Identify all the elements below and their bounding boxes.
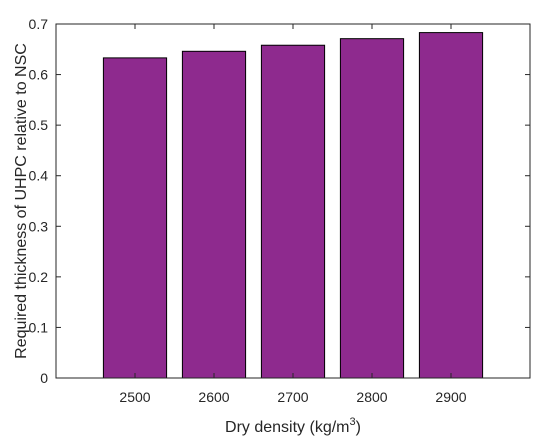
bar-2800 [339, 38, 405, 379]
x-tick-label: 2600 [198, 389, 229, 405]
bars-group [102, 32, 484, 379]
x-axis-label: Dry density (kg/m3) [225, 416, 361, 436]
x-tick-label: 2900 [435, 389, 466, 405]
y-axis-label: Required thickness of UHPC relative to N… [13, 43, 30, 359]
x-tick-label: 2800 [356, 389, 387, 405]
y-tick-label: 0.6 [29, 67, 49, 83]
y-tick-label: 0.3 [29, 218, 49, 234]
x-tick-label: 2700 [277, 389, 308, 405]
bar-2600 [181, 50, 247, 379]
y-tick-label: 0.5 [29, 117, 49, 133]
x-tick-label: 2500 [119, 389, 150, 405]
y-tick-label: 0.7 [29, 16, 49, 32]
bar-2700 [260, 44, 326, 379]
bar-2900 [418, 32, 484, 379]
x-axis-ticks: 2500 2600 2700 2800 2900 [119, 24, 467, 405]
y-tick-label: 0 [40, 370, 48, 386]
y-tick-label: 0.2 [29, 269, 49, 285]
y-axis-ticks: 0 0.1 0.2 0.3 0.4 0.5 0.6 0.7 [29, 16, 530, 386]
bar-2500 [102, 57, 168, 379]
y-tick-label: 0.4 [29, 168, 49, 184]
y-tick-label: 0.1 [29, 319, 49, 335]
